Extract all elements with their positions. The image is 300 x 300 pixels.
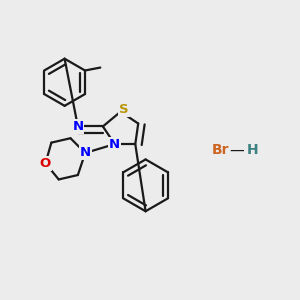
Text: —: —: [230, 142, 244, 158]
Text: Br: Br: [212, 143, 230, 157]
Text: N: N: [72, 120, 83, 133]
Text: O: O: [40, 157, 51, 170]
Text: H: H: [247, 143, 259, 157]
Text: N: N: [80, 146, 91, 159]
Text: S: S: [119, 103, 129, 116]
Text: N: N: [109, 138, 120, 151]
